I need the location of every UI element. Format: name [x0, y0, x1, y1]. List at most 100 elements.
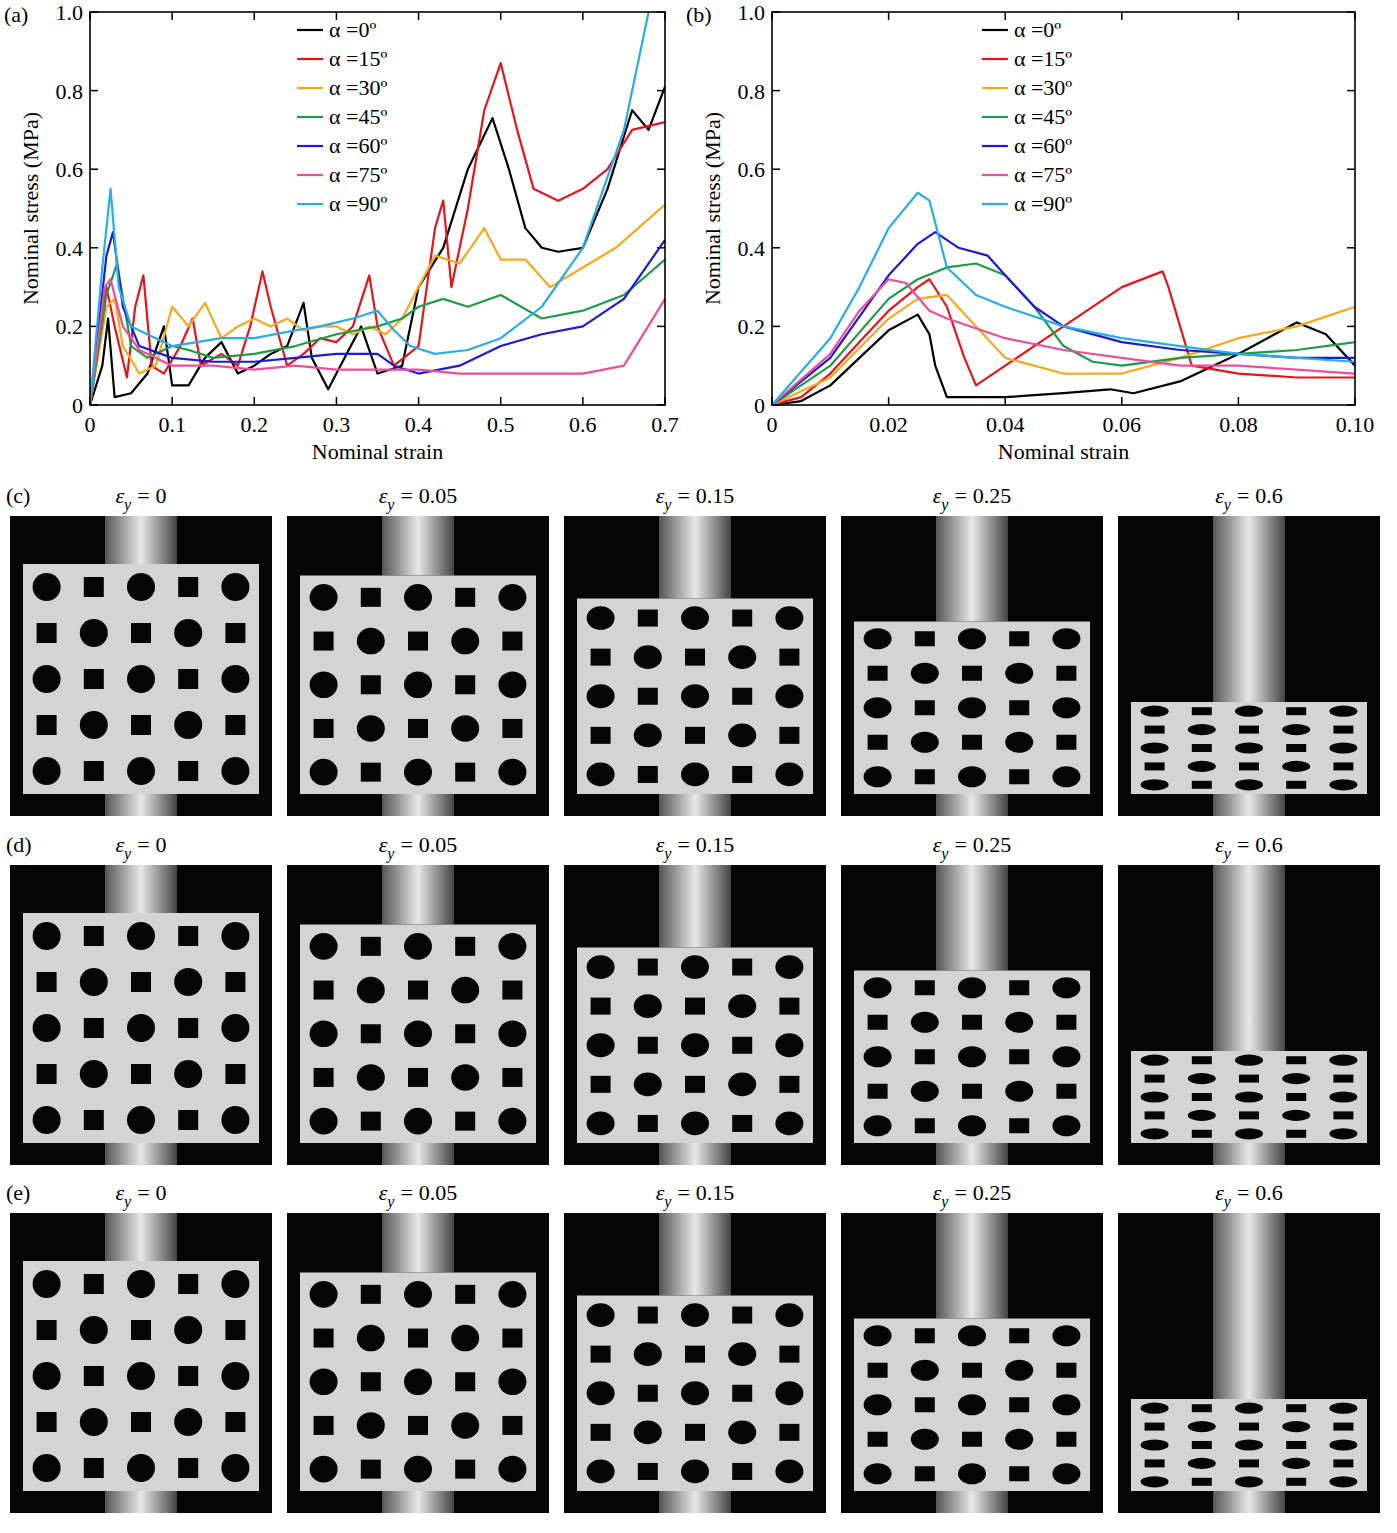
hole-circle	[864, 977, 892, 998]
y-tick-label: 0.4	[56, 236, 84, 261]
relation: =	[954, 1180, 966, 1205]
hole-square	[131, 715, 151, 735]
legend-label: α =0º	[329, 17, 376, 42]
series-line	[90, 12, 649, 405]
hole-circle	[681, 1460, 709, 1484]
relation: =	[137, 483, 149, 508]
hole-circle	[958, 697, 986, 718]
photo	[287, 516, 549, 816]
hole-circle	[310, 933, 338, 960]
y-tick	[90, 168, 98, 170]
hole-circle	[958, 1325, 986, 1346]
hole-square	[732, 766, 752, 783]
hole-square	[225, 1064, 245, 1084]
relation: =	[954, 832, 966, 857]
hole-square	[408, 1068, 428, 1087]
fixture-bottom	[382, 794, 454, 816]
hole-circle	[1005, 732, 1033, 753]
hole-square	[1009, 1049, 1029, 1064]
hole-circle	[1188, 1421, 1216, 1432]
x-tick-label: 0.1	[158, 412, 186, 437]
symbol: ε	[115, 832, 124, 857]
hole-circle	[127, 1454, 155, 1482]
fixture-top	[105, 865, 177, 913]
hole-square	[314, 1068, 334, 1087]
hole-square	[361, 1460, 381, 1479]
y-tick	[1347, 90, 1355, 92]
hole-circle	[221, 1270, 249, 1298]
hole-circle	[1141, 1128, 1169, 1139]
hole-square	[178, 761, 198, 781]
subscript: y	[1222, 845, 1232, 863]
legend-swatch	[982, 203, 1008, 205]
hole-square	[37, 1412, 57, 1432]
hole-circle	[1329, 1091, 1357, 1102]
hole-circle	[1141, 1091, 1169, 1102]
fixture-top	[105, 1213, 177, 1261]
fixture-bottom	[1213, 1491, 1285, 1513]
hole-circle	[310, 1456, 338, 1483]
photo	[1118, 1213, 1380, 1513]
fixture-top	[936, 1213, 1008, 1319]
hole-circle	[1188, 724, 1216, 735]
hole-circle	[174, 1060, 202, 1088]
fixture-top	[659, 1213, 731, 1296]
hole-circle	[1188, 761, 1216, 772]
legend-label: α =60º	[329, 133, 387, 158]
hole-circle	[498, 1020, 526, 1047]
photo-row: (d)εy=0εy=0.05εy=0.15εy=0.25εy=0.6	[6, 832, 1380, 1165]
hole-circle	[728, 1072, 756, 1096]
strain-label: εy=0.6	[1215, 483, 1283, 514]
hole-square	[84, 1274, 104, 1294]
hole-square	[779, 1076, 799, 1093]
panel-letter: (c)	[6, 483, 30, 508]
value: 0.25	[973, 1180, 1012, 1205]
subscript: y	[662, 496, 672, 514]
hole-circle	[958, 977, 986, 998]
specimen	[854, 1319, 1090, 1492]
hole-square	[84, 926, 104, 946]
x-tick	[1238, 12, 1240, 20]
hole-square	[455, 1285, 475, 1304]
series-line	[772, 232, 1355, 405]
hole-square	[225, 715, 245, 735]
plot-frame	[90, 12, 665, 405]
hole-circle	[958, 1463, 986, 1484]
hole-circle	[775, 955, 803, 979]
x-tick-label: 0.06	[1103, 412, 1142, 437]
legend-label: α =90º	[329, 191, 387, 216]
hole-circle	[498, 671, 526, 698]
series-line	[772, 279, 1355, 405]
hole-square	[225, 623, 245, 643]
specimen	[300, 576, 536, 795]
hole-circle	[174, 1316, 202, 1344]
hole-circle	[357, 1064, 385, 1091]
hole-circle	[451, 1412, 479, 1439]
photo	[10, 516, 272, 816]
hole-circle	[357, 628, 385, 655]
hole-circle	[80, 619, 108, 647]
hole-circle	[1141, 779, 1169, 790]
hole-circle	[1005, 1012, 1033, 1033]
y-tick	[1347, 247, 1355, 249]
hole-circle	[1052, 1115, 1080, 1136]
hole-circle	[404, 1108, 432, 1135]
hole-circle	[681, 763, 709, 787]
hole-circle	[1235, 742, 1263, 753]
fixture-bottom	[105, 794, 177, 816]
specimen	[1131, 702, 1367, 794]
legend-swatch	[297, 58, 323, 60]
hole-circle	[681, 955, 709, 979]
hole-circle	[357, 715, 385, 742]
hole-circle	[1329, 1476, 1357, 1487]
hole-circle	[864, 697, 892, 718]
legend-label: α =90º	[1014, 191, 1072, 216]
hole-circle	[864, 1394, 892, 1415]
fixture-top	[936, 865, 1008, 971]
hole-square	[131, 623, 151, 643]
hole-square	[361, 1285, 381, 1304]
hole-square	[1192, 781, 1212, 789]
y-tick	[657, 326, 665, 328]
hole-square	[1333, 1459, 1353, 1467]
hole-square	[1009, 980, 1029, 995]
